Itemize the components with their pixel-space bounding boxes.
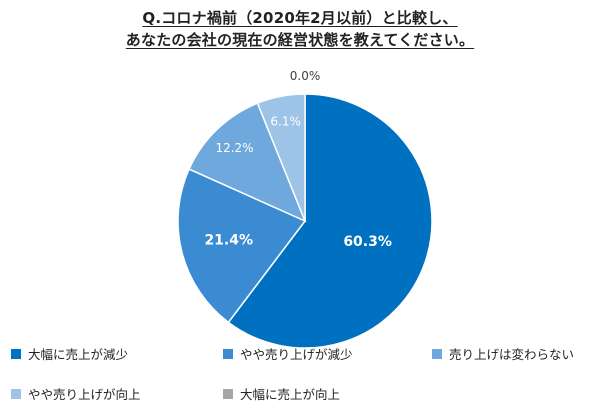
pie-slice-2	[188, 102, 307, 223]
pie-data-label-4: 0.0%	[290, 69, 321, 83]
pie-data-label-0: 60.3%	[343, 234, 392, 250]
pie-slice-3	[256, 93, 306, 222]
pie-data-label-1: 21.4%	[204, 233, 253, 249]
chart-title-line1: Q.コロナ禍前（2020年2月以前）と比較し、	[142, 9, 458, 27]
pie-data-label-2: 12.2%	[215, 141, 253, 155]
chart-title-line2: あなたの会社の現在の経営状態を教えてください。	[125, 31, 475, 49]
pie-data-label-3: 6.1%	[270, 114, 301, 128]
pie-slice-0	[227, 93, 433, 349]
